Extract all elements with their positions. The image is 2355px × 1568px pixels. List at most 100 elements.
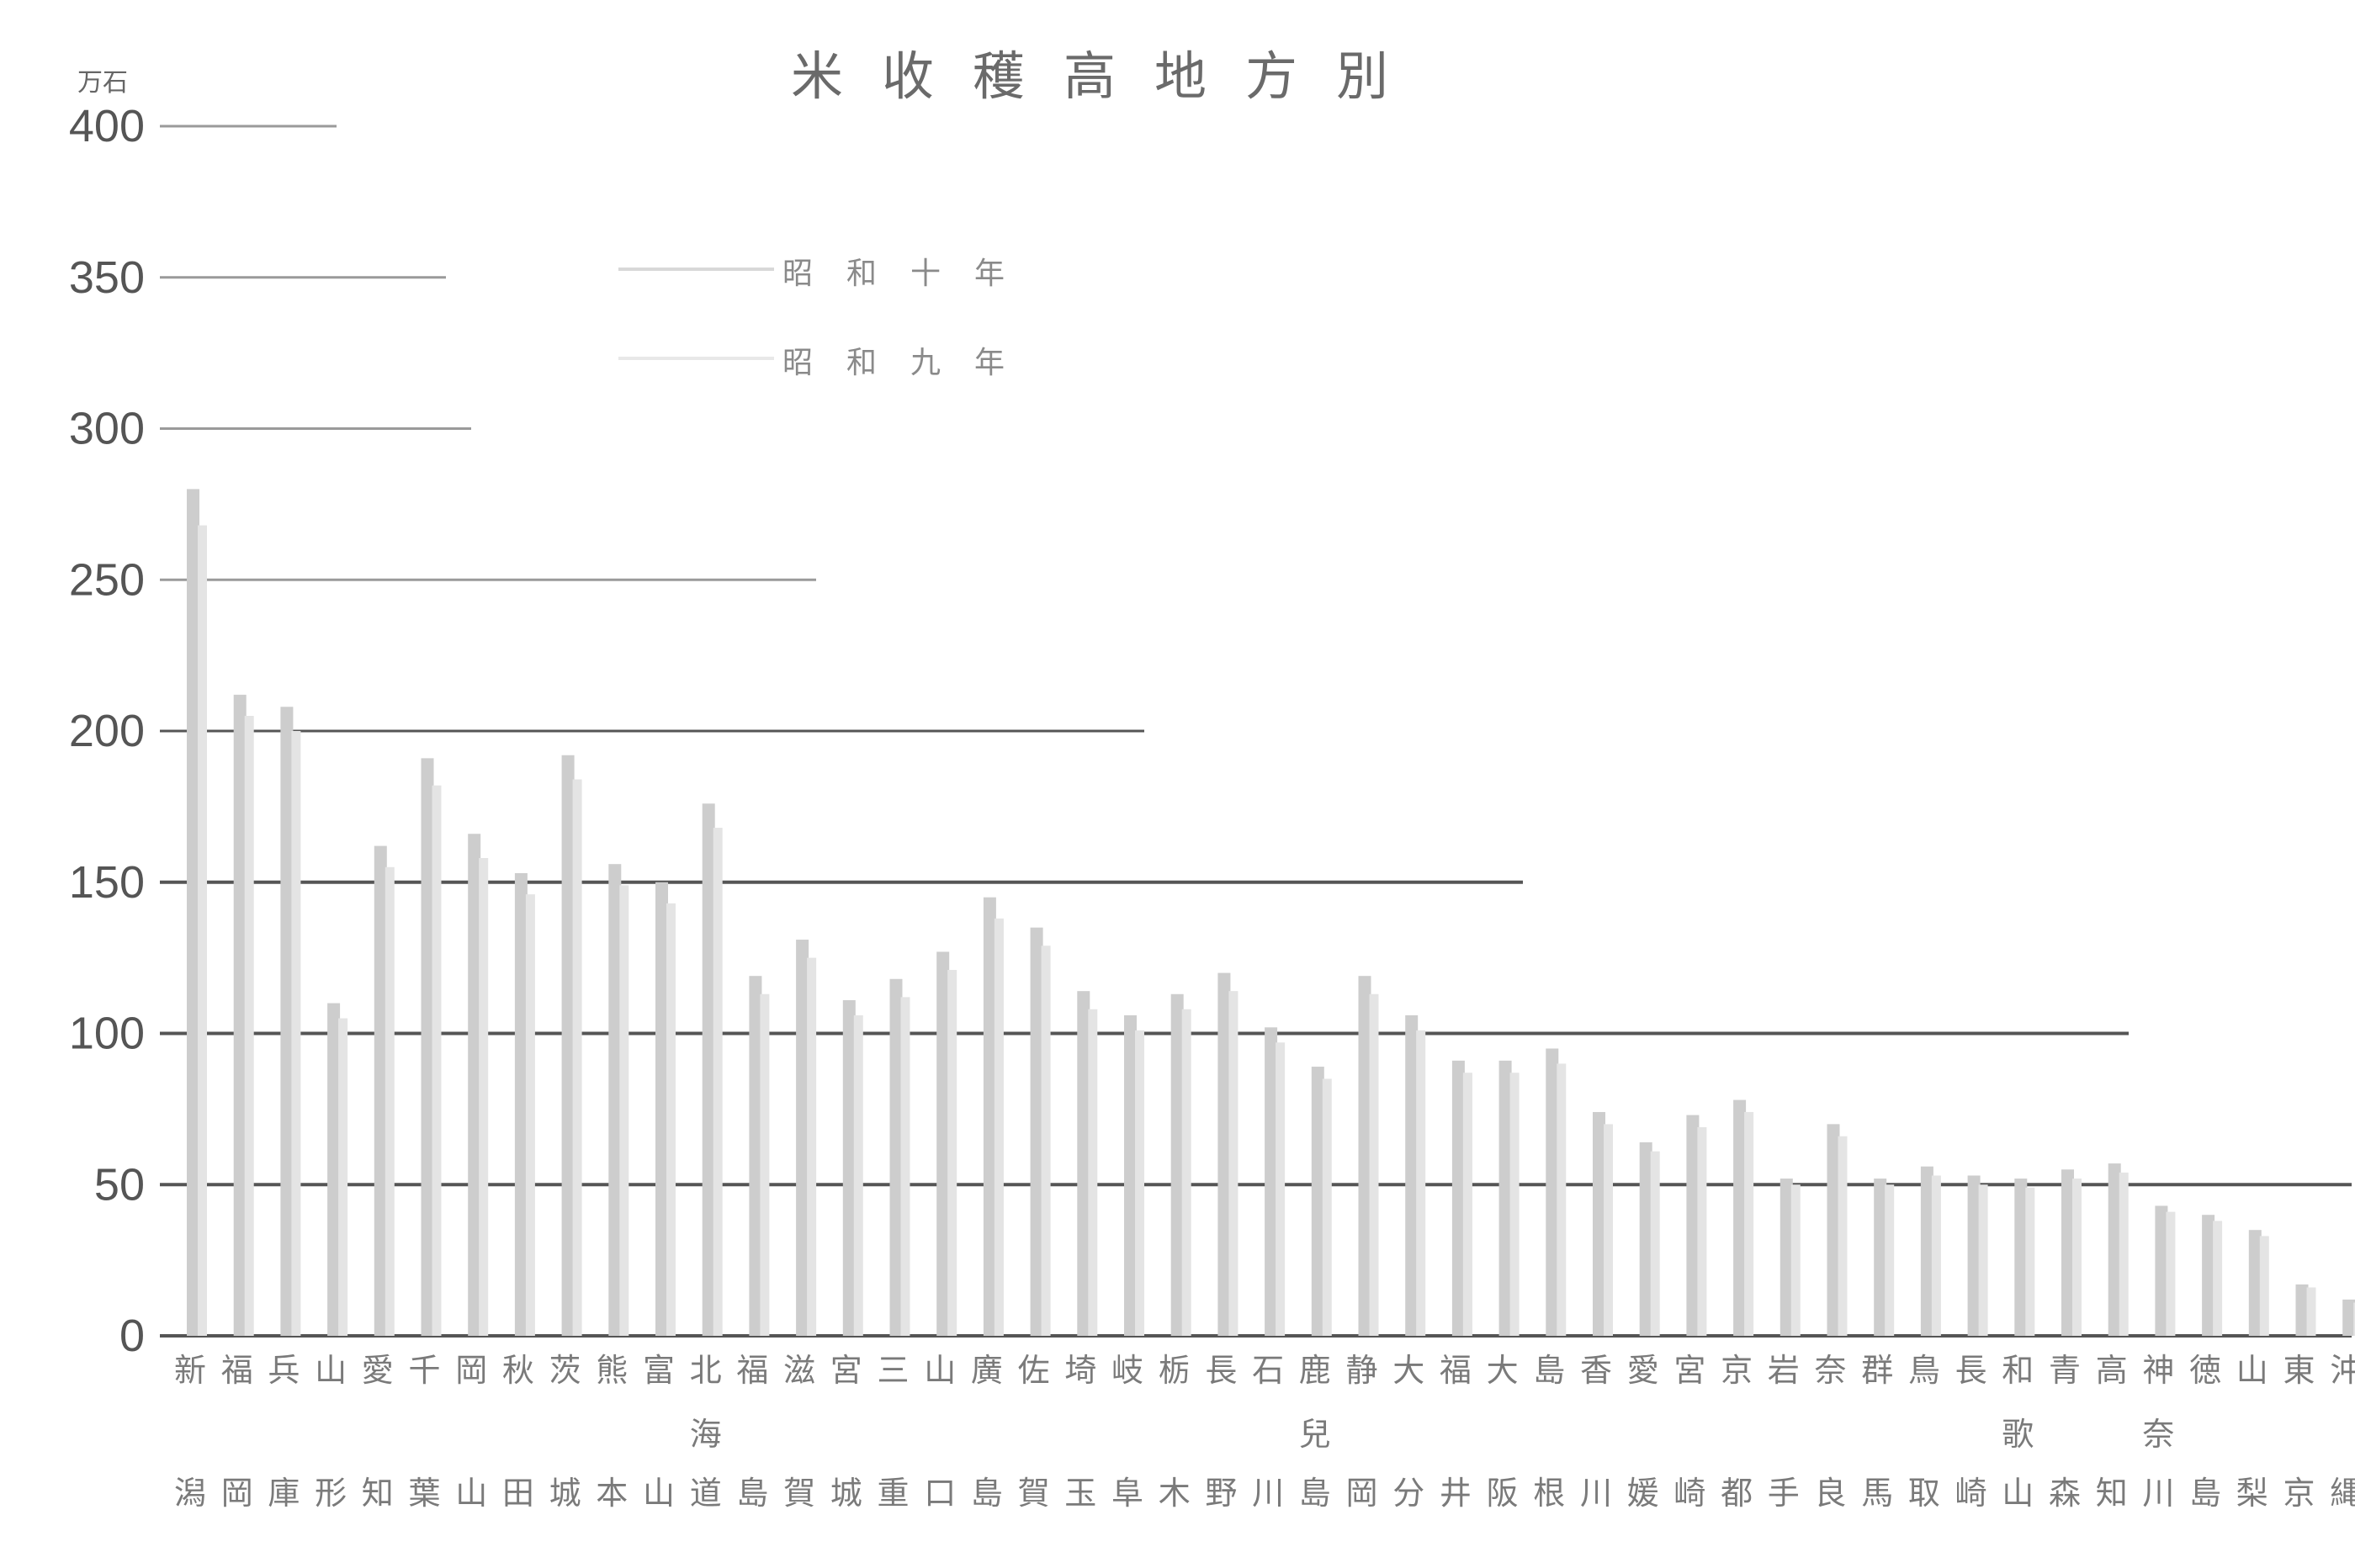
x-label-41-1: 知 [2096, 1475, 2128, 1512]
x-label-21-1: 木 [1159, 1475, 1191, 1512]
legend-swatch-series-1 [618, 268, 774, 271]
bar-2-33 [1744, 1111, 1754, 1336]
x-label-3-0: 山 [315, 1352, 347, 1389]
bar-1-0 [187, 489, 199, 1336]
x-label-31-0: 愛 [1627, 1352, 1659, 1389]
x-label-39-0: 和 [2002, 1352, 2034, 1389]
bars [187, 489, 2355, 1336]
x-label-24-2: 島 [1299, 1475, 1331, 1512]
bar-2-3 [338, 1018, 348, 1336]
bar-1-14 [842, 999, 856, 1336]
bar-2-39 [2025, 1187, 2035, 1336]
bar-1-16 [936, 951, 950, 1336]
x-label-10-0: 富 [643, 1352, 675, 1389]
x-label-2-0: 兵 [268, 1352, 300, 1389]
y-tick-label-100: 100 [69, 1009, 145, 1059]
bar-1-10 [655, 882, 668, 1336]
bar-1-19 [1077, 991, 1090, 1336]
x-label-16-0: 山 [924, 1352, 956, 1389]
x-label-46-0: 沖 [2330, 1352, 2355, 1389]
x-label-37-0: 鳥 [1908, 1352, 1940, 1389]
x-label-42-2: 川 [2142, 1475, 2174, 1512]
x-label-11-0: 北 [690, 1352, 722, 1389]
bar-1-5 [421, 758, 434, 1336]
x-label-33-0: 京 [1721, 1352, 1753, 1389]
bar-2-11 [713, 828, 723, 1336]
x-label-19-0: 埼 [1064, 1352, 1096, 1389]
bar-1-39 [2014, 1179, 2028, 1336]
y-tick-label-350: 350 [69, 252, 145, 303]
bar-1-38 [1967, 1175, 1981, 1336]
bar-2-26 [1416, 1030, 1426, 1336]
bar-1-44 [2248, 1230, 2262, 1336]
x-label-19-1: 玉 [1064, 1475, 1096, 1512]
bar-1-12 [749, 976, 762, 1336]
x-label-38-0: 長 [1955, 1352, 1987, 1389]
bar-2-27 [1462, 1073, 1472, 1336]
x-label-4-0: 愛 [362, 1352, 394, 1389]
x-label-5-0: 千 [408, 1352, 440, 1389]
bar-2-37 [1931, 1175, 1941, 1336]
bar-1-6 [468, 834, 481, 1336]
bar-1-37 [1920, 1166, 1933, 1336]
bar-2-1 [244, 716, 254, 1336]
bar-1-34 [1780, 1179, 1793, 1336]
x-label-7-1: 田 [502, 1475, 534, 1512]
x-label-25-0: 静 [1345, 1352, 1377, 1389]
x-label-43-0: 徳 [2189, 1352, 2221, 1389]
chart-title: 米收穫高地方別 [791, 45, 1428, 107]
x-label-44-1: 梨 [2236, 1475, 2268, 1512]
x-label-9-1: 本 [596, 1475, 628, 1512]
x-label-42-1: 奈 [2142, 1416, 2174, 1453]
bar-1-32 [1686, 1115, 1700, 1336]
x-label-14-1: 城 [830, 1475, 862, 1512]
x-label-10-1: 山 [643, 1475, 675, 1512]
y-tick-label-0: 0 [119, 1311, 145, 1361]
x-label-7-0: 秋 [502, 1352, 534, 1389]
bar-2-30 [1604, 1124, 1613, 1336]
x-label-28-1: 阪 [1487, 1475, 1519, 1512]
x-label-22-1: 野 [1205, 1475, 1237, 1512]
bar-1-35 [1827, 1124, 1840, 1336]
bar-1-27 [1451, 1060, 1465, 1336]
bar-2-23 [1276, 1042, 1286, 1336]
bar-1-29 [1546, 1048, 1559, 1336]
bar-2-18 [1041, 946, 1051, 1336]
bar-2-2 [291, 731, 301, 1336]
x-label-20-1: 阜 [1111, 1475, 1143, 1512]
x-label-42-0: 神 [2142, 1352, 2174, 1389]
bar-2-40 [2072, 1179, 2082, 1336]
bar-2-25 [1369, 993, 1379, 1336]
bar-2-0 [198, 525, 207, 1336]
bar-1-3 [327, 1003, 341, 1336]
legend-label-series-2: 昭和九年 [782, 346, 1039, 380]
x-label-34-0: 岩 [1768, 1352, 1800, 1389]
x-label-35-1: 良 [1814, 1475, 1846, 1512]
bar-1-17 [983, 897, 996, 1336]
x-label-32-0: 宮 [1673, 1352, 1705, 1389]
legend-label-series-1: 昭和十年 [782, 257, 1039, 291]
bar-1-26 [1405, 1014, 1419, 1336]
bar-2-21 [1181, 1009, 1191, 1336]
bar-2-29 [1557, 1063, 1567, 1336]
bar-1-46 [2342, 1299, 2355, 1336]
bar-1-1 [233, 694, 247, 1336]
x-label-31-1: 媛 [1627, 1475, 1659, 1512]
bar-2-17 [994, 918, 1004, 1336]
bar-1-23 [1265, 1027, 1278, 1336]
x-label-33-1: 都 [1721, 1475, 1753, 1512]
bar-2-19 [1088, 1009, 1098, 1336]
x-label-4-1: 知 [362, 1475, 394, 1512]
x-label-0-1: 潟 [174, 1475, 206, 1512]
gridlines [160, 124, 2352, 1338]
x-label-29-1: 根 [1533, 1475, 1565, 1512]
x-label-40-0: 青 [2049, 1352, 2081, 1389]
bar-1-2 [280, 707, 294, 1336]
x-label-26-1: 分 [1392, 1475, 1424, 1512]
bar-1-24 [1311, 1067, 1324, 1336]
x-label-38-1: 崎 [1955, 1475, 1987, 1512]
x-label-30-1: 川 [1580, 1475, 1612, 1512]
bar-2-4 [385, 866, 395, 1336]
bar-1-20 [1124, 1014, 1137, 1336]
x-label-8-1: 城 [549, 1475, 581, 1512]
